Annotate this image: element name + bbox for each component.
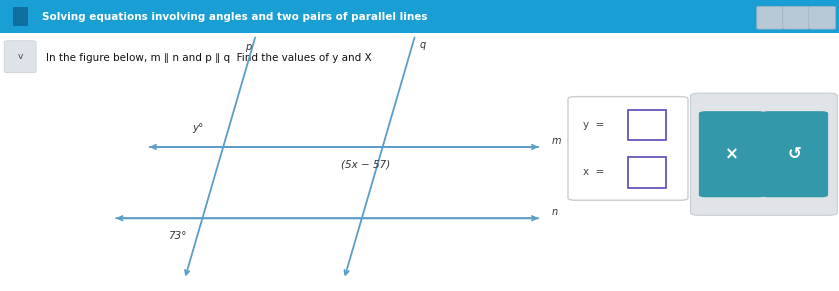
- Text: 73°: 73°: [168, 231, 186, 241]
- FancyBboxPatch shape: [783, 6, 810, 29]
- Text: n: n: [551, 207, 557, 217]
- Text: ↺: ↺: [788, 145, 802, 163]
- FancyBboxPatch shape: [762, 111, 828, 197]
- Text: v: v: [18, 52, 23, 61]
- Text: Solving equations involving angles and two pairs of parallel lines: Solving equations involving angles and t…: [42, 12, 427, 22]
- Text: x  =: x =: [583, 167, 604, 177]
- Bar: [13, 7, 28, 26]
- Bar: [0, 33, 839, 291]
- Text: ×: ×: [725, 145, 739, 163]
- FancyBboxPatch shape: [757, 6, 784, 29]
- Text: p: p: [246, 42, 252, 52]
- Text: y°: y°: [192, 123, 204, 133]
- FancyBboxPatch shape: [568, 97, 688, 200]
- FancyBboxPatch shape: [628, 157, 666, 188]
- Text: q: q: [420, 40, 425, 50]
- FancyBboxPatch shape: [4, 41, 36, 73]
- Text: y  =: y =: [583, 120, 604, 130]
- FancyBboxPatch shape: [690, 93, 837, 215]
- FancyBboxPatch shape: [699, 111, 765, 197]
- Bar: [0, 0, 839, 33]
- FancyBboxPatch shape: [809, 6, 836, 29]
- FancyBboxPatch shape: [628, 110, 666, 140]
- Text: m: m: [551, 136, 560, 146]
- Text: (5x − 57): (5x − 57): [341, 159, 390, 169]
- Text: In the figure below, m ∥ n and p ∥ q  Find the values of y and X: In the figure below, m ∥ n and p ∥ q Fin…: [46, 53, 372, 63]
